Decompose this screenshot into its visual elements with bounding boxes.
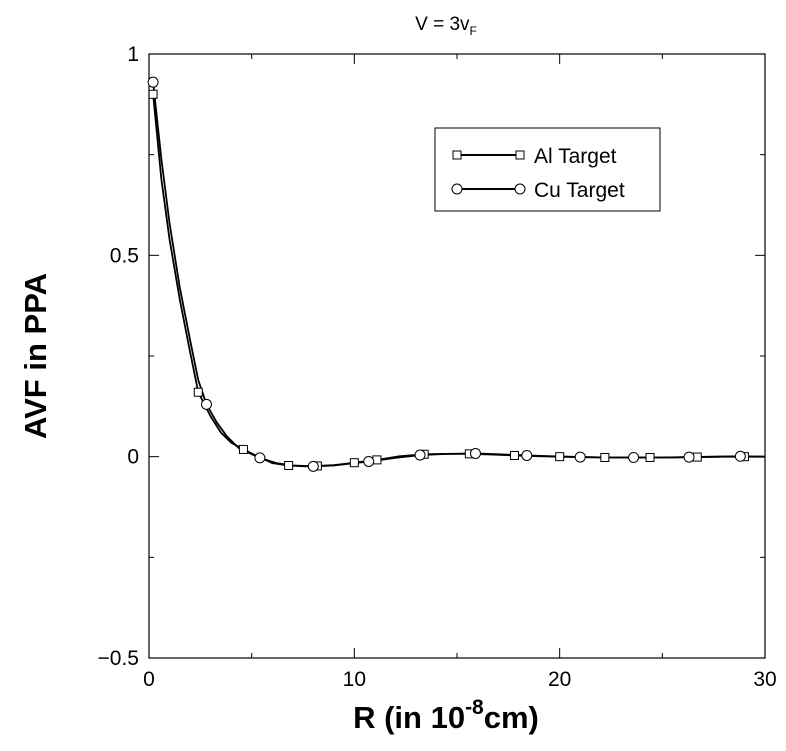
data-point-al-target <box>284 461 294 471</box>
data-point-al-target <box>645 452 655 462</box>
x-axis-label: R (in 10-8cm) <box>353 696 539 735</box>
y-tick-label: 0 <box>127 446 139 469</box>
data-point-al-target <box>555 452 565 462</box>
y-tick-labels: −0.5 0 0.5 1 <box>98 43 139 670</box>
legend: Al Target Cu Target <box>434 127 661 212</box>
legend-marker-al-target <box>452 150 462 160</box>
legend-marker-cu-target <box>451 183 463 195</box>
axis-ticks <box>148 53 766 659</box>
data-point-cu-target <box>521 449 533 461</box>
chart-title: V = 3vF <box>415 14 477 38</box>
data-point-al-target <box>193 387 203 397</box>
data-point-cu-target <box>307 460 319 472</box>
data-point-cu-target <box>574 451 586 463</box>
data-point-al-target <box>509 450 519 460</box>
data-point-cu-target <box>200 398 212 410</box>
data-point-cu-target <box>147 76 159 88</box>
x-tick-label: 0 <box>143 668 155 691</box>
series-layer <box>147 76 766 472</box>
y-tick-label: 0.5 <box>110 244 139 267</box>
data-point-cu-target <box>363 455 375 467</box>
data-point-al-target <box>600 452 610 462</box>
data-point-al-target <box>349 458 359 468</box>
y-tick-label: −0.5 <box>98 647 139 670</box>
legend-label-cu-target: Cu Target <box>534 179 625 202</box>
x-tick-labels: 0 10 20 30 <box>143 668 777 691</box>
x-tick-label: 10 <box>343 668 366 691</box>
data-point-cu-target <box>469 447 481 459</box>
legend-box <box>434 127 661 212</box>
data-point-cu-target <box>734 450 746 462</box>
data-point-cu-target <box>254 452 266 464</box>
data-point-al-target <box>238 444 248 454</box>
x-tick-label: 20 <box>548 668 571 691</box>
y-tick-label: 1 <box>127 43 139 66</box>
x-axis-label-unit: cm) <box>484 700 539 735</box>
data-point-cu-target <box>683 451 695 463</box>
chart-title-main: V = 3v <box>415 14 470 35</box>
data-point-cu-target <box>414 449 426 461</box>
data-point-cu-target <box>628 451 640 463</box>
legend-marker-al-target-end <box>515 150 525 160</box>
data-point-al-target <box>148 89 158 99</box>
data-point-al-target <box>372 455 382 465</box>
y-axis-label: AVF in PPA <box>18 273 53 439</box>
legend-marker-cu-target-end <box>514 183 526 195</box>
legend-label-al-target: Al Target <box>534 145 617 168</box>
x-tick-label: 30 <box>753 668 776 691</box>
x-axis-label-superscript: -8 <box>465 696 484 719</box>
chart-title-subscript: F <box>470 24 477 38</box>
x-axis-label-main: R (in 10 <box>353 700 465 735</box>
